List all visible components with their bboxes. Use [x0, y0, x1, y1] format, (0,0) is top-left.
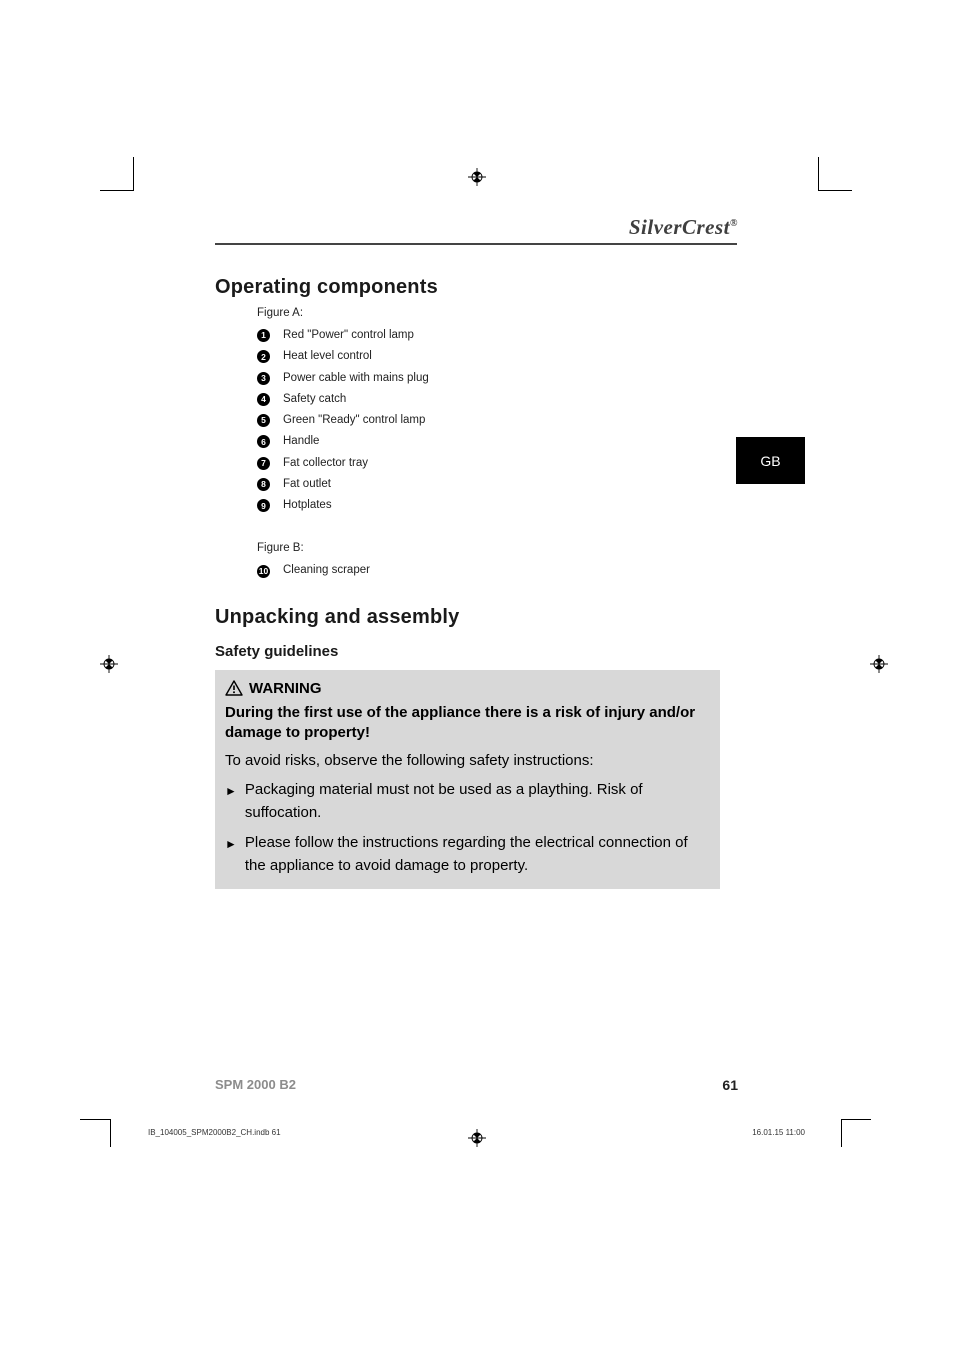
footer-model: SPM 2000 B2: [215, 1077, 296, 1092]
subheading-safety: Safety guidelines: [215, 643, 725, 660]
item-number-icon: 7: [257, 457, 270, 470]
warning-bullet-list: ►Packaging material must not be used as …: [225, 779, 708, 877]
heading-unpacking: Unpacking and assembly: [215, 606, 725, 629]
item-number-icon: 6: [257, 435, 270, 448]
item-number-icon: 4: [257, 393, 270, 406]
list-item: 10 Cleaning scraper: [257, 560, 725, 581]
page-content: Operating components Figure A: 1 Red "Pow…: [215, 260, 725, 889]
bullet-arrow-icon: ►: [225, 779, 237, 824]
item-label: Red "Power" control lamp: [283, 325, 414, 346]
crop-mark: [841, 1119, 842, 1147]
list-item: 1 Red "Power" control lamp: [257, 325, 725, 346]
bullet-text: Packaging material must not be used as a…: [245, 779, 708, 824]
registered-icon: ®: [730, 218, 738, 229]
list-item: ►Packaging material must not be used as …: [225, 779, 708, 824]
crop-mark: [100, 190, 134, 191]
crop-mark: [133, 157, 134, 191]
brand-text: SilverCrest: [629, 215, 730, 239]
footer-fineprint-right: 16.01.15 11:00: [752, 1128, 805, 1137]
brand-logo: SilverCrest®: [629, 215, 738, 240]
list-item: 2 Heat level control: [257, 346, 725, 367]
item-label: Handle: [283, 431, 319, 452]
list-item: 5 Green "Ready" control lamp: [257, 410, 725, 431]
item-label: Power cable with mains plug: [283, 368, 429, 389]
list-item: 6 Handle: [257, 431, 725, 452]
item-label: Hotplates: [283, 495, 332, 516]
crop-mark: [80, 1119, 110, 1120]
item-number-icon: 3: [257, 372, 270, 385]
item-label: Fat outlet: [283, 474, 331, 495]
list-item: 3 Power cable with mains plug: [257, 368, 725, 389]
item-label: Cleaning scraper: [283, 560, 370, 581]
registration-mark-icon: [870, 655, 888, 673]
bullet-arrow-icon: ►: [225, 832, 237, 877]
list-item: ►Please follow the instructions regardin…: [225, 832, 708, 877]
warning-title: WARNING: [225, 680, 708, 697]
item-number-icon: 2: [257, 350, 270, 363]
item-number-icon: 9: [257, 499, 270, 512]
warning-title-text: WARNING: [249, 680, 322, 697]
warning-intro: To avoid risks, observe the following sa…: [225, 751, 708, 771]
item-number-icon: 10: [257, 565, 270, 578]
crop-mark: [841, 1119, 871, 1120]
item-label: Safety catch: [283, 389, 346, 410]
figure-a-label: Figure A:: [257, 307, 725, 319]
list-item: 4 Safety catch: [257, 389, 725, 410]
footer-page-number: 61: [722, 1077, 738, 1093]
footer-fineprint-left: IB_104005_SPM2000B2_CH.indb 61: [148, 1128, 281, 1137]
item-number-icon: 5: [257, 414, 270, 427]
components-list-b: 10 Cleaning scraper: [257, 560, 725, 581]
components-list-a: 1 Red "Power" control lamp 2 Heat level con…: [257, 325, 725, 516]
divider: [215, 243, 737, 245]
item-number-icon: 1: [257, 329, 270, 342]
warning-box: WARNING During the first use of the appl…: [215, 670, 720, 890]
item-label: Fat collector tray: [283, 453, 368, 474]
warning-subtitle: During the first use of the appliance th…: [225, 703, 708, 744]
language-tab: GB: [736, 437, 805, 484]
crop-mark: [110, 1119, 111, 1147]
crop-mark: [818, 157, 819, 191]
item-label: Heat level control: [283, 346, 372, 367]
registration-mark-icon: [468, 168, 486, 186]
figure-b-label: Figure B:: [257, 542, 725, 554]
list-item: 7 Fat collector tray: [257, 453, 725, 474]
list-item: 8 Fat outlet: [257, 474, 725, 495]
bullet-text: Please follow the instructions regarding…: [245, 832, 708, 877]
registration-mark-icon: [468, 1129, 486, 1147]
list-item: 9 Hotplates: [257, 495, 725, 516]
item-label: Green "Ready" control lamp: [283, 410, 425, 431]
registration-mark-icon: [100, 655, 118, 673]
warning-icon: [225, 680, 243, 696]
crop-mark: [818, 190, 852, 191]
heading-operating-components: Operating components: [215, 276, 725, 299]
item-number-icon: 8: [257, 478, 270, 491]
